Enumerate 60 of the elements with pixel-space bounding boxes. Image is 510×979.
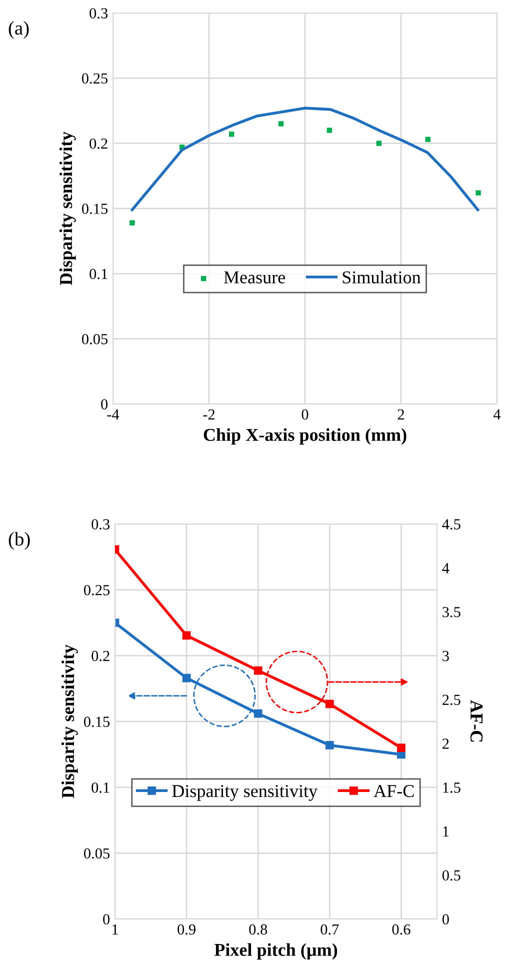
y2-tick-label: 1.5: [443, 782, 460, 793]
point: [326, 741, 334, 750]
point: [182, 631, 191, 640]
y-tick-label: 0.15: [82, 204, 108, 214]
y-tick-label: 0.3: [92, 519, 110, 530]
y-axis-title: Disparity sensitivity: [59, 132, 76, 286]
y2-tick-label: 3.5: [442, 606, 460, 618]
y-axis-title: Disparity sensitivity: [61, 644, 78, 798]
x-tick-label: 0.6: [392, 924, 410, 935]
text: (a): [8, 21, 29, 39]
x-tick-label: 0.7: [320, 924, 339, 935]
legend-label: Measure: [224, 271, 285, 284]
legend-label: Disparity sensitivity: [172, 785, 318, 801]
x-axis-title: Chip X-axis position (mm): [204, 428, 406, 445]
point: [326, 700, 334, 708]
x-axis-title: Pixel pitch (µm): [214, 943, 338, 960]
y-tick-label: 0.25: [82, 73, 108, 84]
point: [326, 128, 332, 133]
y2-axis-title: AF-C: [470, 700, 483, 742]
x-tick-label: 0: [302, 409, 308, 420]
point: [397, 744, 406, 752]
y2-tick-label: 2: [442, 738, 449, 749]
y-tick-label: 0.2: [92, 650, 110, 662]
y2-tick-label: 4.5: [442, 519, 460, 530]
legend-label: Simulation: [342, 270, 421, 284]
y2-tick-label: 3: [442, 650, 449, 662]
point: [376, 140, 382, 146]
y-tick-label: 0.2: [90, 138, 108, 149]
x-tick-label: -4: [107, 409, 120, 420]
point: [278, 121, 284, 126]
point: [182, 674, 191, 682]
y2-tick-label: 0: [442, 914, 449, 924]
y-tick-label: 0.1: [92, 782, 110, 793]
y-tick-label: 0: [101, 399, 108, 410]
x-tick-label: 1: [112, 924, 118, 934]
legend-label: AF-C: [374, 785, 414, 798]
y-tick-label: 0.15: [84, 716, 110, 728]
point: [425, 136, 430, 142]
y-tick-label: 0.05: [84, 848, 110, 859]
line-series: [130, 106, 480, 212]
y-tick-label: 0: [103, 914, 110, 924]
y2-tick-label: 4: [442, 563, 450, 574]
y-tick-label: 0.25: [84, 584, 110, 596]
y-tick-label: 0.05: [82, 334, 108, 344]
text: (b): [8, 532, 30, 550]
point: [130, 220, 135, 226]
y-tick-label: 0.1: [90, 268, 108, 280]
y2-tick-label: 0.5: [442, 870, 460, 881]
x-tick-label: 0.9: [178, 924, 196, 935]
y2-tick-label: 1: [443, 826, 449, 837]
x-tick-label: -2: [203, 409, 215, 420]
x-tick-label: 4: [493, 409, 501, 420]
point: [228, 132, 234, 137]
y-tick-label: 0.3: [90, 8, 108, 19]
point: [254, 709, 262, 718]
y2-tick-label: 2.5: [442, 694, 460, 706]
point: [476, 190, 481, 196]
x-tick-label: 0.8: [249, 924, 268, 935]
x-tick-label: 2: [398, 409, 404, 420]
point: [254, 666, 262, 675]
